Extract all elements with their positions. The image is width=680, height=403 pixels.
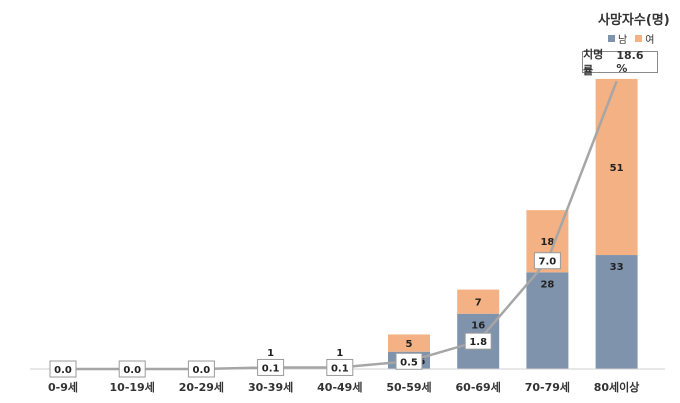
female-value-label: 18 <box>540 237 554 248</box>
male-value-label: 16 <box>471 321 485 332</box>
legend: 남 여 <box>608 31 654 46</box>
legend-label-female: 여 <box>645 35 655 46</box>
legend-title: 사망자수(명) <box>598 13 670 28</box>
bar-female <box>457 289 500 314</box>
fatality-rate-box <box>464 332 492 350</box>
fatality-rate-box <box>257 358 285 376</box>
category-label: 80세이상 <box>594 380 640 394</box>
bar-male <box>595 255 638 369</box>
fatality-rate-box <box>533 252 561 270</box>
fatality-rate-value: 0.5 <box>400 357 418 368</box>
category-label: 40-49세 <box>317 380 362 394</box>
category-label: 50-59세 <box>386 380 431 394</box>
bar-female <box>595 78 638 256</box>
female-value-label: 51 <box>610 163 624 174</box>
legend-label-male: 남 <box>618 35 628 46</box>
category-label: 20-29세 <box>179 380 224 394</box>
category-label: 70-79세 <box>525 380 570 394</box>
fatality-rate-value: 1.8 <box>469 337 487 348</box>
legend-swatch-male <box>608 35 615 42</box>
male-value-label: 28 <box>540 279 554 290</box>
legend-swatch-female <box>635 35 643 42</box>
fatality-rate-value: 0.1 <box>262 363 280 374</box>
female-value-label: 1 <box>267 348 274 359</box>
fatality-rate-value: 18.6 % <box>616 49 644 75</box>
fatality-rate-box <box>326 358 354 376</box>
fatality-rate-value: 0.1 <box>331 363 349 374</box>
female-value-label: 1 <box>336 348 343 359</box>
fatality-rate-box <box>395 352 423 370</box>
fatality-rate-prefix: 치명률 <box>583 48 604 77</box>
fatality-rate-box <box>118 360 146 378</box>
fatality-rate-value: 7.0 <box>539 257 557 268</box>
fatality-rate-value: 0.0 <box>193 365 211 376</box>
female-value-label: 7 <box>475 298 482 309</box>
female-value-label: 5 <box>406 339 413 350</box>
category-label: 0-9세 <box>48 380 78 394</box>
bar-male <box>526 272 569 369</box>
male-value-label: 33 <box>610 262 624 273</box>
bar-female <box>388 334 430 352</box>
category-label: 30-39세 <box>248 380 293 394</box>
fatality-rate-box <box>49 360 77 378</box>
fatality-rate-box <box>187 360 215 378</box>
fatality-rate-label: 치명률 18.6 % <box>582 48 658 77</box>
fatality-rate-value: 0.0 <box>123 365 141 376</box>
fatality-rate-value: 0.0 <box>54 365 72 376</box>
category-label: 10-19세 <box>110 380 155 394</box>
category-label: 60-69세 <box>456 380 501 394</box>
